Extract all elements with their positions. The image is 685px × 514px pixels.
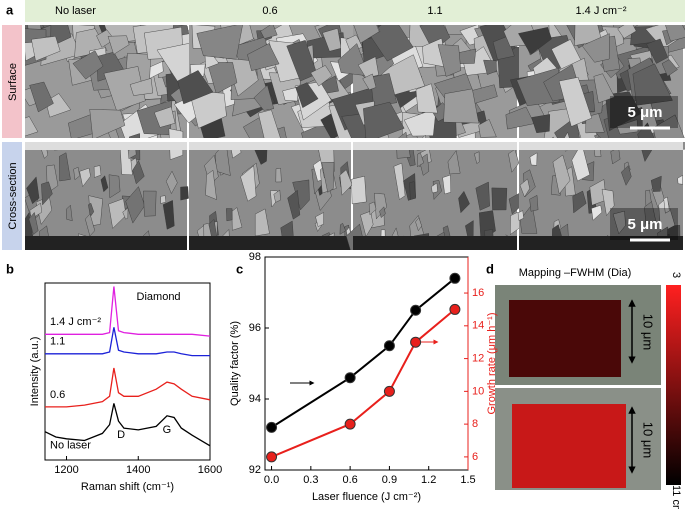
y2-tick-label: 16 [472,287,484,299]
point [267,452,277,462]
micrographs [14,3,685,263]
y-tick-label: 98 [249,251,261,263]
grain [226,209,232,221]
scale-label: 10 μm [641,422,656,458]
scale-label: 10 μm [641,314,656,350]
column-label: 1.1 [427,5,442,17]
y-tick-label: 92 [249,464,261,476]
point [345,373,355,383]
y2-tick-label: 12 [472,352,484,364]
film-top [189,142,351,150]
y2-tick-label: 14 [472,320,484,332]
x-tick-label: 0.0 [264,474,279,486]
point [411,305,421,315]
map [512,404,626,488]
x-tick-label: 1400 [126,464,150,476]
x-tick-label: 1.2 [421,474,436,486]
panel-label: a [6,2,14,17]
grain [143,191,156,216]
film-top [353,142,517,150]
x-axis-label: Raman shift (cm⁻¹) [81,481,174,493]
y-tick-label: 96 [249,322,261,334]
series-label: 0.6 [50,389,65,401]
x-tick-label: 1600 [198,464,222,476]
x-tick-label: 1.5 [460,474,475,486]
point [450,273,460,283]
row-label: Cross-section [7,162,19,229]
point [384,386,394,396]
substrate [353,236,517,250]
column-label: 0.6 [262,5,277,17]
annotation: D [117,429,125,441]
grain [181,187,189,201]
series-label: 1.1 [50,336,65,348]
column-label: 1.4 J cm⁻² [575,5,626,17]
x-tick-label: 0.6 [342,474,357,486]
y2-tick-label: 8 [472,418,478,430]
row-label: Surface [7,63,19,101]
series-line [272,278,455,427]
panel-label: d [486,261,494,276]
film-top [519,142,683,150]
point [345,419,355,429]
colorbar-label: 3 [670,272,682,278]
x-axis-label: Laser fluence (J cm⁻²) [312,491,421,503]
map-title: Mapping –FWHM (Dia) [519,267,631,279]
y2-tick-label: 6 [472,451,478,463]
x-tick-label: 0.3 [303,474,318,486]
scale-label: 5 μm [627,104,662,121]
substrate [189,236,351,250]
y-axis-label: Quality factor (%) [229,321,241,406]
point [450,304,460,314]
column-label: No laser [55,5,96,17]
annotation: G [163,424,172,436]
grain [276,168,282,182]
y2-tick-label: 10 [472,385,484,397]
point [411,337,421,347]
series-label: No laser [50,440,91,452]
y2-axis-label: Growth rate (μm h⁻¹) [486,313,498,415]
film-top [25,142,187,150]
point [384,341,394,351]
grain [351,176,366,204]
series-line [45,327,210,355]
colorbar-label: 11 cm⁻¹ [670,485,682,509]
series-line [45,368,210,407]
panel-label: b [6,261,14,276]
map [509,300,621,377]
point [267,422,277,432]
y-tick-label: 94 [249,393,261,405]
colorbar [666,285,681,485]
series-line [45,287,210,337]
x-tick-label: 0.9 [382,474,397,486]
y-axis-label: Intensity (a.u.) [29,337,41,407]
scale-label: 5 μm [627,216,662,233]
grain [492,188,507,210]
panel-label: c [236,261,243,276]
substrate [25,236,187,250]
plot-frame [45,283,210,460]
x-tick-label: 1200 [54,464,78,476]
series-label: 1.4 J cm⁻² [50,316,101,328]
annotation: Diamond [137,291,181,303]
grain [161,196,166,204]
